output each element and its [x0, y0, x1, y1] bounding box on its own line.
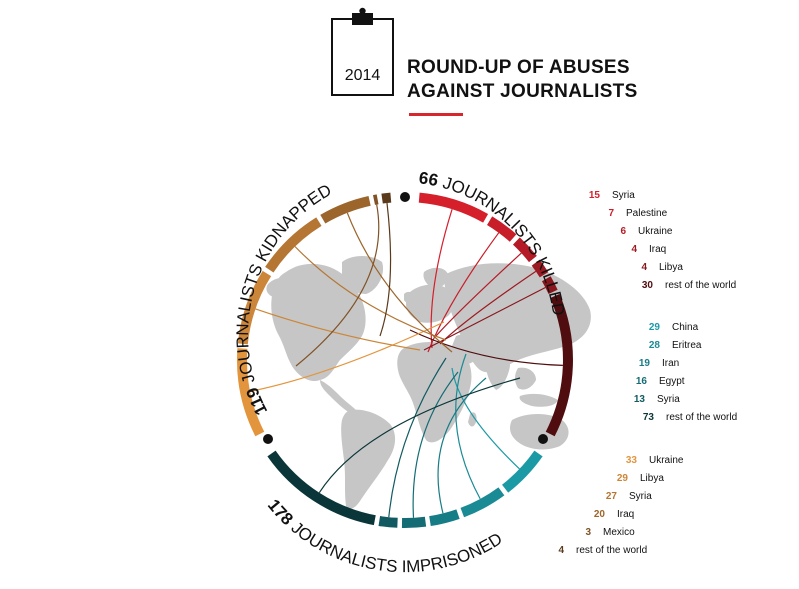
imprisoned-flow-line-2: [455, 353, 481, 500]
kidnapped-legend-value-3: 27: [606, 491, 618, 502]
imprisoned-arc-segment-5: [378, 516, 398, 528]
separator-dots: [263, 192, 548, 444]
kidnapped-legend-country-3: Syria: [629, 491, 652, 502]
map-alaska: [266, 278, 292, 298]
imprisoned-count: 178: [264, 496, 297, 529]
imprisoned-legend-country-6: rest of the world: [666, 412, 737, 423]
kidnapped-flow-line-3: [294, 246, 447, 341]
killed-flow-line-3: [435, 252, 522, 337]
imprisoned-arc-segment-6: [267, 450, 376, 526]
page-title-line-2: AGAINST JOURNALISTS: [407, 81, 638, 102]
flow-lines: [250, 202, 563, 518]
world-map: [266, 256, 591, 509]
killed-arc-segment-5: [541, 276, 558, 295]
map-north-america: [271, 263, 366, 382]
kidnapped-legend-value-6: 4: [558, 545, 564, 556]
imprisoned-legend-country-3: Iran: [662, 358, 679, 369]
imprisoned-legend-value-5: 13: [634, 394, 646, 405]
kidnapped-arc-segment-3: [265, 217, 322, 273]
killed-legend-value-1: 15: [589, 190, 601, 201]
imprisoned-legend-value-4: 16: [636, 376, 648, 387]
killed-legend-value-2: 7: [608, 208, 614, 219]
kidnapped-legend-country-4: Iraq: [617, 509, 634, 520]
header: 2014 ROUND-UP OF ABUSES AGAINST JOURNALI…: [331, 7, 638, 116]
map-uk: [404, 291, 414, 303]
map-madagascar: [468, 412, 477, 427]
kidnapped-arc-segment-5: [372, 194, 379, 205]
imprisoned-arc-segment-2: [460, 487, 505, 518]
killed-flow-line-5: [423, 286, 546, 351]
kidnapped-legend-country-1: Ukraine: [649, 455, 684, 466]
imprisoned-legend-country-5: Syria: [657, 394, 680, 405]
kidnapped-arc-segment-4: [320, 196, 371, 224]
killed-legend-value-3: 6: [620, 226, 626, 237]
killed-legend-country-3: Ukraine: [638, 226, 673, 237]
imprisoned-legend-country-2: Eritrea: [672, 340, 702, 351]
killed-arc-segment-1: [418, 192, 489, 223]
kidnapped-flow-line-6: [379, 202, 392, 337]
kidnapped-legend-value-5: 3: [585, 527, 591, 538]
year-label: 2014: [345, 67, 381, 84]
killed-legend-value-6: 30: [642, 280, 654, 291]
separator-dot-right: [538, 434, 548, 444]
killed-flow-line-6: [409, 329, 563, 366]
imprisoned-flow-line-6: [318, 377, 521, 494]
imprisoned-flow-line-4: [412, 371, 459, 518]
kidnapped-flow-line-5: [295, 204, 380, 367]
map-japan: [572, 310, 583, 328]
imprisoned-legend-value-3: 19: [639, 358, 651, 369]
legend-kidnapped: 33 Ukraine 29 Libya 27 Syria 20 Iraq 3 Mexico 4 res…: [558, 455, 683, 556]
killed-arc-segment-4: [531, 259, 549, 278]
imprisoned-flow-line-5: [388, 357, 447, 518]
killed-legend-value-4: 4: [631, 244, 637, 255]
kidnapped-flow-line-1: [250, 321, 445, 392]
kidnapped-legend-country-5: Mexico: [603, 527, 635, 538]
kidnapped-legend-value-2: 29: [617, 473, 629, 484]
killed-legend-country-5: Libya: [659, 262, 683, 273]
separator-dot-top: [400, 192, 410, 202]
kidnapped-legend-value-4: 20: [594, 509, 606, 520]
imprisoned-flow-line-3: [437, 377, 487, 514]
imprisoned-arc-segment-4: [401, 516, 427, 529]
kidnapped-legend-value-1: 33: [626, 455, 638, 466]
imprisoned-legend-value-6: 73: [643, 412, 655, 423]
killed-arc-segment-2: [486, 216, 517, 242]
separator-dot-left: [263, 434, 273, 444]
killed-legend-country-1: Syria: [612, 190, 635, 201]
kidnapped-arc-segment-2: [237, 270, 272, 345]
imprisoned-legend-country-4: Egypt: [659, 376, 685, 387]
map-europe: [406, 284, 454, 323]
kidnapped-arc-segment-1: [237, 348, 265, 437]
killed-legend-country-6: rest of the world: [665, 280, 736, 291]
imprisoned-arc-segment-1: [501, 450, 543, 493]
map-southeast-asia: [515, 367, 536, 390]
title-accent-rule: [409, 113, 463, 116]
killed-legend-country-4: Iraq: [649, 244, 666, 255]
imprisoned-legend-country-1: China: [672, 322, 699, 333]
imprisoned-legend-value-2: 28: [649, 340, 661, 351]
map-india: [486, 351, 510, 390]
killed-arc-segment-3: [512, 237, 537, 263]
map-central-america: [320, 380, 356, 414]
clipboard-icon: [331, 7, 394, 96]
imprisoned-legend-value-1: 29: [649, 322, 661, 333]
ring-arcs: [237, 192, 573, 529]
killed-arc-segment-6: [545, 294, 573, 437]
killed-legend-value-5: 4: [641, 262, 647, 273]
kidnapped-legend-country-2: Libya: [640, 473, 664, 484]
kidnapped-legend-country-6: rest of the world: [576, 545, 647, 556]
kidnapped-arc-segment-6: [381, 192, 392, 204]
imprisoned-arc-segment-3: [429, 509, 460, 527]
killed-legend-country-2: Palestine: [626, 208, 668, 219]
killed-count: 66: [418, 168, 440, 190]
page-title-line-1: ROUND-UP OF ABUSES: [407, 57, 630, 78]
kidnapped-flow-line-2: [255, 308, 421, 351]
map-indonesia: [519, 393, 558, 407]
